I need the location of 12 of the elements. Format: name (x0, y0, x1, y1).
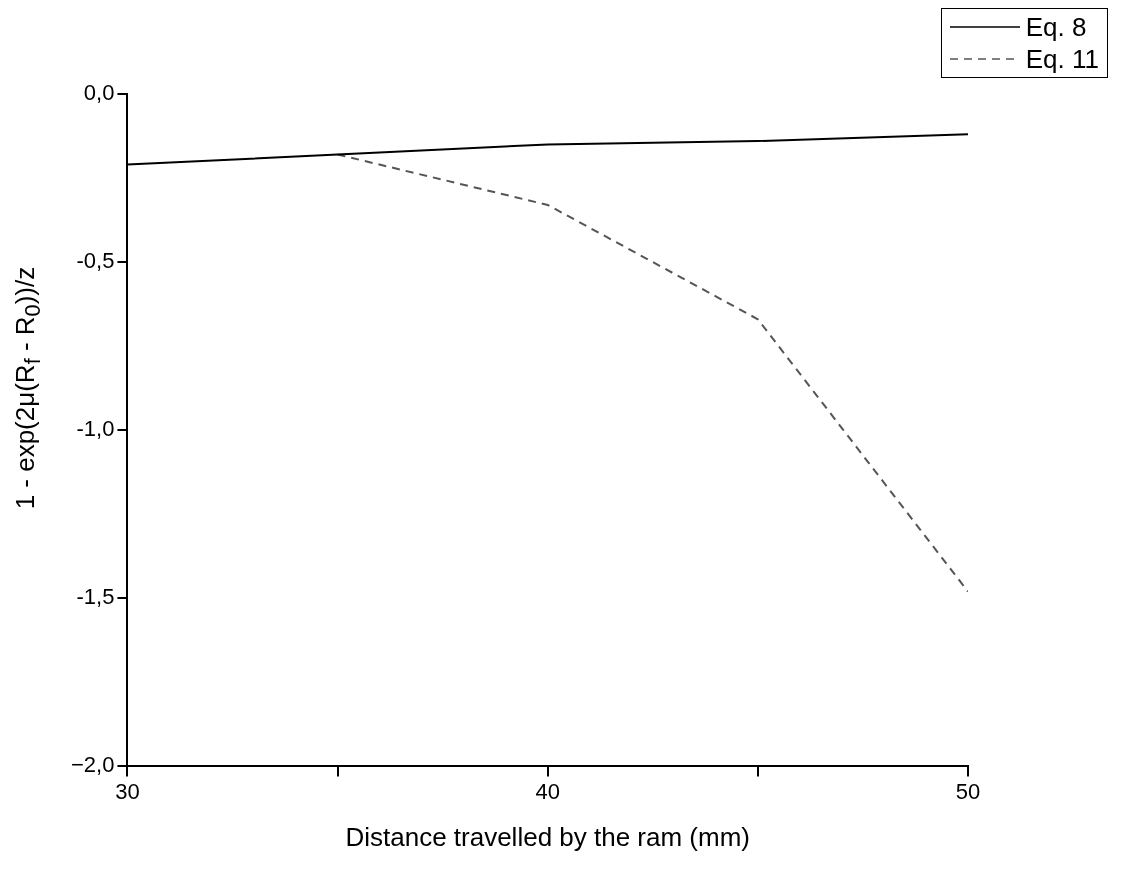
line-series (336, 153, 968, 593)
y-tick-label: −2,0 (70, 752, 115, 778)
y-tick-label: -1,0 (76, 416, 115, 442)
legend-label: Eq. 11 (1025, 43, 1099, 75)
x-tick-label: 30 (115, 778, 140, 804)
y-tick-label: 0,0 (83, 80, 115, 106)
x-axis-title: Distance travelled by the ram (mm) (345, 821, 750, 852)
y-tick-label: -1,5 (76, 584, 115, 610)
x-tick-label: 50 (955, 778, 981, 804)
legend-label: Eq. 8 (1025, 11, 1087, 43)
x-tick-label: 40 (535, 778, 560, 804)
y-tick-label: -0,5 (76, 248, 115, 274)
